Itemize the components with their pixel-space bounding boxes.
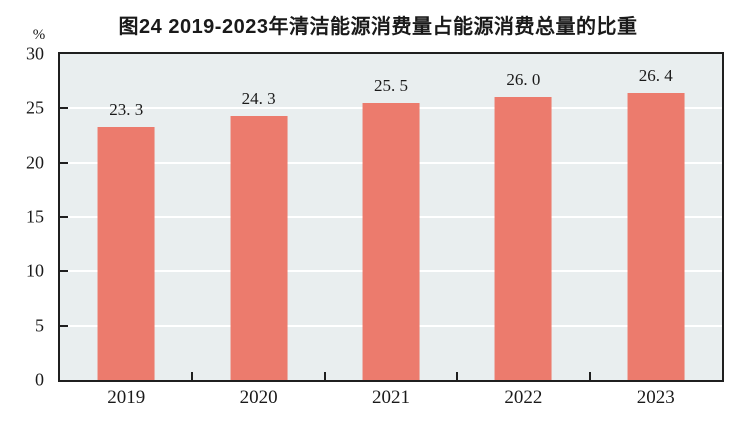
y-axis-tick: [60, 270, 68, 273]
y-axis-tick: [60, 216, 68, 218]
y-tick-label-20: 20: [26, 152, 44, 173]
bar-value-label-2020: 24. 3: [241, 88, 276, 108]
bar-2021: [362, 102, 420, 380]
bar-slot-2019: 23. 3: [60, 54, 192, 380]
x-category-label-2019: 2019: [107, 387, 146, 408]
bar-slot-2020: 24. 3: [192, 54, 324, 380]
bar-value-label-2019: 23. 3: [109, 99, 144, 119]
x-axis-category-labels: 2019 2020 2021 2022 2023: [60, 387, 722, 415]
x-axis-tick: [191, 372, 194, 380]
x-category-label-2020: 2020: [239, 387, 278, 408]
y-tick-label-10: 10: [26, 260, 44, 281]
x-axis-tick: [588, 372, 591, 380]
bar-2022: [494, 97, 552, 380]
y-tick-label-15: 15: [26, 206, 44, 227]
y-tick-label-25: 25: [26, 97, 44, 118]
x-axis-tick: [456, 372, 459, 380]
bar-slot-2021: 25. 5: [325, 54, 457, 380]
y-tick-label-5: 5: [35, 315, 44, 336]
y-axis-tick-labels: 0 5 10 15 20 25 30: [0, 44, 50, 390]
bar-value-label-2021: 25. 5: [373, 75, 408, 95]
bar-2019: [97, 126, 155, 380]
x-category-label-2022: 2022: [504, 387, 543, 408]
y-axis-unit-label: %: [32, 27, 46, 43]
y-axis-tick: [60, 107, 68, 110]
plot-area: 23. 3 24. 3 25. 5 26. 0 26. 4: [58, 52, 724, 382]
bar-value-label-2022: 26. 0: [506, 70, 541, 90]
bar-2023: [627, 93, 685, 380]
bar-value-label-2023: 26. 4: [638, 66, 673, 86]
bar-slot-2022: 26. 0: [457, 54, 589, 380]
y-axis-tick: [60, 161, 68, 164]
y-tick-label-0: 0: [35, 369, 44, 390]
x-category-label-2021: 2021: [372, 387, 410, 408]
y-axis-tick: [60, 324, 68, 327]
chart-title: 图24 2019-2023年清洁能源消费量占能源消费总量的比重: [118, 16, 638, 38]
x-category-label-2023: 2023: [636, 387, 675, 408]
bar-2020: [230, 115, 288, 380]
y-tick-label-30: 30: [26, 43, 44, 64]
x-axis-tick: [323, 372, 326, 380]
bar-slot-2023: 26. 4: [590, 54, 722, 380]
